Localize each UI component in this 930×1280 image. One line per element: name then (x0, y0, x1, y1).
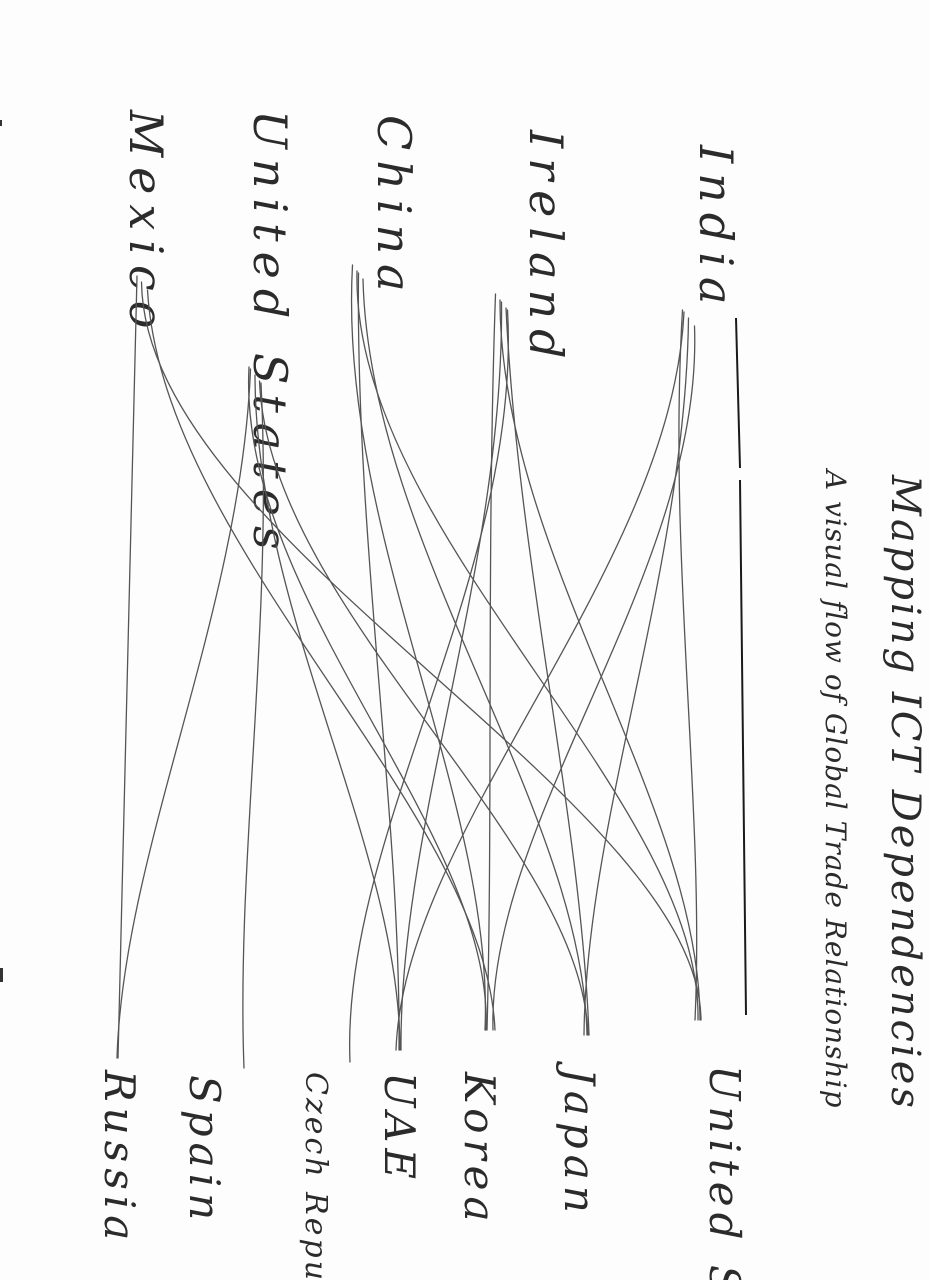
source-label-ireland: Ireland (519, 129, 573, 369)
source-label-united-states: United States (243, 110, 297, 560)
flow-line-ireland-czech (348, 309, 510, 1063)
destination-label-russia: Russia (95, 1069, 144, 1246)
flow-line-ireland-japan (505, 307, 590, 1036)
flow-line-india-us_dst (678, 309, 698, 1021)
flow-line-india-japan (583, 317, 690, 1036)
scan-speck (0, 120, 2, 126)
destination-label-japan: Japan (555, 1060, 604, 1219)
flow-line-mexico-russia (117, 275, 138, 1059)
flow-line-ireland-korea (486, 293, 497, 1031)
source-label-mexico: Mexico (119, 109, 173, 338)
destination-label-czech-republik: Czech Republik (298, 1072, 333, 1280)
flow-lines (116, 264, 702, 1069)
destination-label-korea: Korea (455, 1071, 504, 1228)
flow-line-us_src-korea (248, 366, 487, 1031)
diagram-subtitle: A visual flow of Global Trade Relationsh… (819, 467, 852, 1109)
source-label-china: China (367, 115, 421, 302)
flow-line-us_src-russia (116, 368, 252, 1059)
diagram-title: Mapping ICT Dependencies (882, 474, 928, 1111)
flow-line-china-uae (357, 272, 400, 1051)
destination-label-united-states: United States (700, 1065, 749, 1280)
flow-line-india-uae (395, 311, 685, 1051)
destination-label-spain: Spain (180, 1075, 229, 1226)
source-label-india: India (689, 144, 743, 314)
title-underline (735, 317, 747, 1016)
flow-line-mexico-us_dst (140, 281, 702, 1021)
flow-line-us_src-japan (258, 380, 589, 1036)
flow-line-ireland-us_dst (499, 299, 701, 1021)
destination-label-uae: UAE (375, 1072, 424, 1185)
flow-line-us_src-spain (242, 382, 265, 1069)
flow-line-china-us_dst (356, 270, 699, 1021)
flow-line-india-korea (492, 325, 696, 1031)
flow-line-ireland-uae (400, 301, 503, 1051)
flow-line-china-korea (350, 264, 487, 1031)
flow-line-china-japan (362, 278, 588, 1036)
scan-speck (0, 968, 3, 982)
flow-line-mexico-korea (146, 289, 496, 1031)
